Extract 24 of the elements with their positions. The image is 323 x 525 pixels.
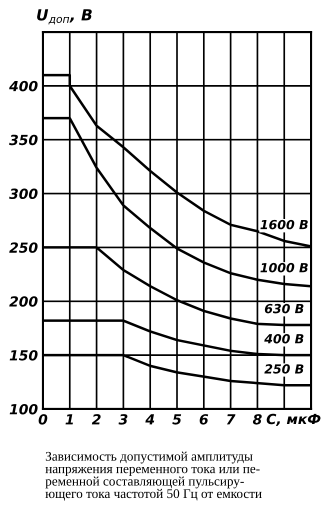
x-tick-label: 6: [200, 414, 208, 425]
y-tick-label: 200: [9, 296, 38, 307]
x-tick-label: 4: [145, 414, 154, 424]
y-axis-title: U$_{доп}$, В: [37, 9, 92, 24]
series-label: 1000 В: [260, 262, 308, 272]
series-label: 400 В: [264, 334, 304, 344]
x-axis-title: С, мкФ: [266, 414, 320, 426]
text: Зависимость допустимой амплитуды напряжения переменного тока или пе- ременной составляющей пульсиру- ющего тока частотой 50 Гц от емкости: [45, 452, 262, 501]
x-tick-label: 8: [252, 414, 262, 425]
x-tick-label: 5: [172, 414, 182, 425]
y-tick-label: 350: [9, 134, 38, 146]
x-tick-label: 3: [118, 414, 128, 425]
y-tick-label: 100: [10, 404, 38, 414]
x-tick-label: 2: [92, 414, 101, 424]
series-label: 1600 В: [260, 220, 308, 230]
series-label: 630 В: [264, 304, 304, 314]
x-tick-label: 1: [66, 414, 73, 424]
x-tick-label: 7: [226, 414, 236, 424]
y-tick-label: 250: [9, 242, 38, 253]
y-tick-label: 300: [9, 188, 38, 200]
y-tick-label: 400: [9, 80, 38, 92]
y-tick-label: 150: [10, 350, 38, 361]
x-tick-label: 0: [38, 414, 48, 425]
series-label: 250 В: [264, 364, 304, 374]
